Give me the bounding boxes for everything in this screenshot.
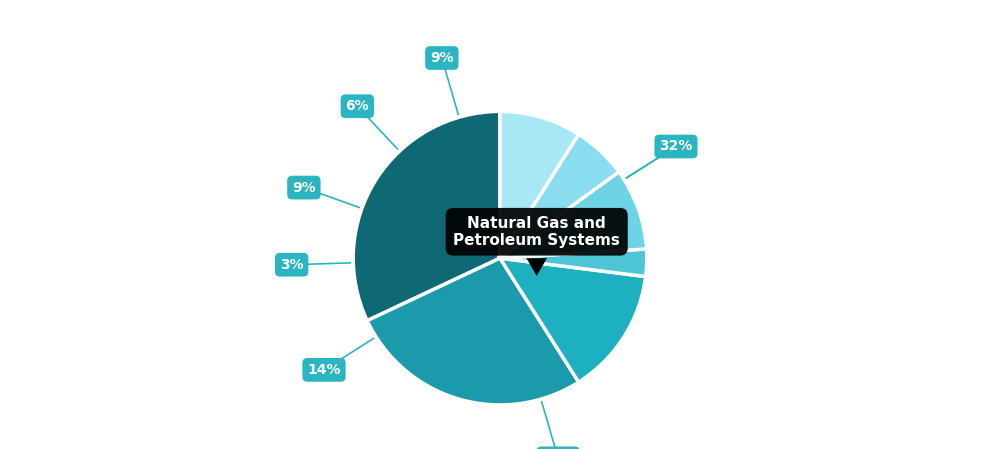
Text: 9%: 9% [292, 180, 316, 194]
Wedge shape [353, 111, 500, 321]
Text: 2021 U.S. Methane Emissions, By Source: 2021 U.S. Methane Emissions, By Source [180, 20, 820, 48]
Wedge shape [500, 172, 646, 258]
Polygon shape [526, 258, 547, 276]
Text: 9%: 9% [430, 51, 454, 65]
Text: 14%: 14% [307, 363, 341, 377]
Text: 6%: 6% [346, 99, 369, 113]
Text: 3%: 3% [280, 258, 303, 272]
Text: 32%: 32% [659, 140, 693, 154]
Wedge shape [500, 134, 619, 258]
Wedge shape [500, 258, 646, 382]
Text: Natural Gas and
Petroleum Systems: Natural Gas and Petroleum Systems [453, 216, 620, 248]
Wedge shape [500, 249, 647, 277]
Wedge shape [500, 111, 579, 258]
Wedge shape [367, 258, 579, 405]
